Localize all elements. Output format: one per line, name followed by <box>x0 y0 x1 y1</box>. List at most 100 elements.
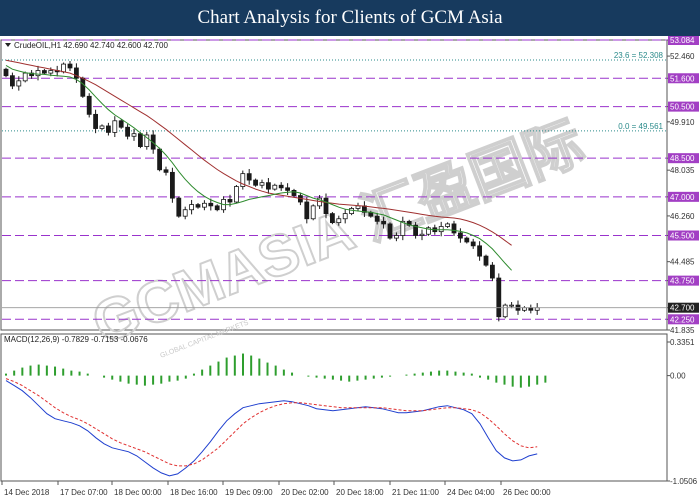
time-axis-tick-label: 26 Dec 00:00 <box>503 488 551 497</box>
macd-panel: 0.3351 0.00 -1.0506 <box>5 338 698 486</box>
candle-body <box>438 226 444 233</box>
candle-body <box>99 125 105 129</box>
support-resistance-label-bg <box>668 275 699 286</box>
candle-body <box>118 120 124 128</box>
support-resistance-label: 51.600 <box>670 74 695 83</box>
moving-average-fast-line <box>5 64 512 271</box>
support-resistance-label-bg <box>668 153 699 164</box>
candle-body <box>93 113 98 129</box>
price-panel-frame <box>0 39 668 331</box>
macd-axis-tick-label: 0.3351 <box>670 338 695 347</box>
candle-body <box>509 304 515 307</box>
candle-body <box>42 70 47 74</box>
candle-body <box>233 186 239 203</box>
candle-body <box>451 223 457 234</box>
chart-menu-arrow-icon[interactable] <box>5 43 11 47</box>
support-resistance-label: 42.250 <box>670 315 695 324</box>
candle-body <box>227 199 233 203</box>
candle-body <box>477 245 483 257</box>
candle-body <box>381 220 387 225</box>
candle-body <box>240 173 246 187</box>
time-axis-tick-label: 17 Dec 07:00 <box>60 488 108 497</box>
price-axis-tick-label: 49.910 <box>670 118 695 127</box>
candle-body <box>176 197 182 217</box>
candle-body <box>48 70 54 74</box>
candle-body <box>349 208 355 215</box>
candle-body <box>253 179 259 186</box>
support-resistance-label-bg <box>668 101 699 112</box>
candle-body <box>131 133 137 137</box>
candle-body <box>86 95 92 115</box>
candle-body <box>445 223 451 227</box>
candle-body <box>246 173 252 181</box>
candle-body <box>35 70 41 77</box>
macd-signal-line <box>5 378 538 467</box>
support-resistance-label: 48.500 <box>670 154 695 163</box>
support-resistance-label-bg <box>668 314 699 325</box>
candle-body <box>336 218 342 224</box>
time-axis-tick-label: 20 Dec 02:00 <box>281 488 329 497</box>
macd-axis-tick-label: 0.00 <box>670 372 686 381</box>
candle-body <box>457 232 463 239</box>
candle-body <box>489 264 495 279</box>
macd-panel-frame <box>0 333 668 482</box>
moving-average-slow-line <box>5 59 512 246</box>
time-axis-tick-label: 19 Dec 09:00 <box>225 488 273 497</box>
price-axis-tick-label: 41.835 <box>670 326 695 335</box>
candle-body <box>16 80 22 87</box>
price-axis-tick-label: 46.260 <box>670 212 695 221</box>
support-resistance-label: 53.084 <box>670 36 695 45</box>
candle-body <box>125 126 130 137</box>
candle-body <box>342 213 348 220</box>
candle-body <box>483 255 489 266</box>
candle-body <box>157 148 163 171</box>
candle-body <box>201 202 207 208</box>
chart-canvas: GCMASIA 汇盈国际 GLOBAL CAPITAL MARKETS 53.0… <box>0 36 699 497</box>
candle-body <box>169 171 175 199</box>
candle-body <box>400 220 406 236</box>
candle-body <box>272 184 278 190</box>
support-resistance-label: 50.500 <box>670 103 695 112</box>
page-title: Chart Analysis for Clients of GCM Asia <box>197 7 503 28</box>
candle-body <box>464 237 470 243</box>
time-axis-tick-label: 18 Dec 16:00 <box>170 488 218 497</box>
price-axis-tick-label: 48.035 <box>670 166 695 175</box>
time-axis-tick-label: 24 Dec 04:00 <box>447 488 495 497</box>
price-chart-title: CrudeOIL,H1 42.690 42.740 42.600 42.700 <box>14 41 168 50</box>
price-axis-tick-label: 44.485 <box>670 258 695 267</box>
candle-body <box>259 182 265 186</box>
support-resistance-label-bg <box>668 230 699 241</box>
time-axis-tick-label: 18 Dec 00:00 <box>114 488 162 497</box>
candle-body <box>387 223 393 239</box>
macd-line <box>5 380 538 477</box>
fibonacci-level-label: 23.6 = 52.308 <box>614 51 664 60</box>
candle-body <box>329 213 335 224</box>
macd-chart-title: MACD(12,26,9) -0.7829 -0.7153 -0.0676 <box>4 335 148 344</box>
candle-body <box>304 201 310 220</box>
candle-body <box>61 63 66 73</box>
price-axis-tick-label: 52.460 <box>670 52 695 61</box>
candle-body <box>74 67 79 79</box>
candle-body <box>144 134 150 147</box>
candle-body <box>291 190 297 196</box>
support-resistance-label: 43.750 <box>670 277 695 286</box>
candle-body <box>214 205 220 211</box>
candle-body <box>22 72 28 82</box>
support-resistance-label: 45.500 <box>670 232 695 241</box>
candle-body <box>502 304 508 318</box>
support-resistance-label-bg <box>668 191 699 202</box>
current-price-label-bg <box>668 302 699 313</box>
candle-body <box>182 209 188 217</box>
candle-body <box>425 227 431 235</box>
candle-body <box>419 233 425 236</box>
fibonacci-level-label: 0.0 = 49.561 <box>618 122 663 131</box>
candle-body <box>67 63 73 69</box>
price-panel: 53.084 52.460 51.600 50.500 49.910 48.500 48.0… <box>2 36 699 335</box>
candle-body <box>163 169 169 173</box>
candle-body <box>470 241 476 247</box>
candle-body <box>310 205 316 220</box>
candle-body <box>189 204 195 211</box>
candle-body <box>355 205 361 209</box>
support-resistance-label-bg <box>668 36 699 45</box>
candle-body <box>3 68 9 77</box>
